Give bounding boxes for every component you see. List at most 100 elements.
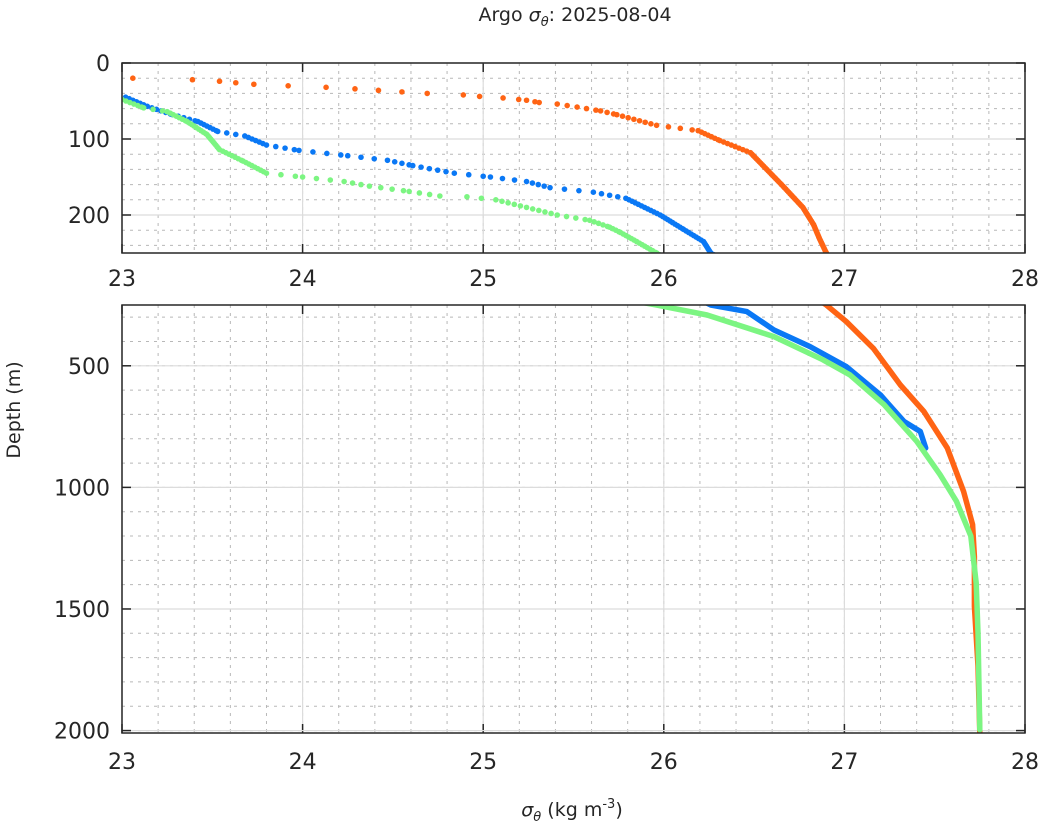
data-point xyxy=(614,193,621,200)
data-point xyxy=(251,81,257,88)
data-point xyxy=(523,178,530,185)
data-point xyxy=(732,264,738,270)
data-point xyxy=(839,291,845,297)
y-tick-label: 500 xyxy=(68,355,110,380)
data-point xyxy=(443,168,449,175)
data-point xyxy=(296,147,302,154)
data-point xyxy=(541,183,547,189)
data-point xyxy=(130,75,136,81)
data-point xyxy=(358,181,364,188)
data-point xyxy=(825,253,831,259)
data-point xyxy=(282,145,288,151)
y-tick-label: 200 xyxy=(68,204,110,229)
data-point xyxy=(689,127,695,133)
x-tick-label: 28 xyxy=(1011,267,1039,292)
data-point xyxy=(232,131,239,138)
data-point xyxy=(476,93,483,100)
data-point xyxy=(189,76,196,83)
data-point xyxy=(384,157,391,164)
data-point xyxy=(437,193,443,199)
data-point xyxy=(310,149,316,155)
data-point xyxy=(341,178,347,185)
data-point xyxy=(424,90,431,97)
data-point xyxy=(536,207,542,214)
data-point xyxy=(653,122,660,129)
data-point xyxy=(464,193,470,200)
data-point xyxy=(349,180,356,186)
data-point xyxy=(586,217,593,224)
data-point xyxy=(619,113,626,119)
y-tick-label: 1000 xyxy=(54,476,110,501)
panel-upper: 23 24 25 26 27 28 0 100 200 xyxy=(68,52,1039,302)
data-point xyxy=(691,273,697,279)
data-point xyxy=(159,108,166,114)
data-point xyxy=(515,96,522,103)
data-point xyxy=(426,191,433,198)
data-point xyxy=(719,256,725,262)
x-tick-label: 23 xyxy=(108,267,136,292)
x-tick-label: 26 xyxy=(650,267,678,292)
chart-title: Argo σθ: 2025-08-04 xyxy=(478,4,671,30)
data-point xyxy=(399,160,405,167)
data-point xyxy=(554,101,561,107)
data-point xyxy=(681,267,687,273)
data-point xyxy=(561,186,568,192)
data-point xyxy=(499,198,505,205)
data-point xyxy=(826,256,832,262)
data-point xyxy=(140,105,147,111)
data-point xyxy=(337,152,344,158)
data-point xyxy=(826,258,832,264)
data-point xyxy=(327,177,334,183)
data-point xyxy=(696,276,702,282)
data-point xyxy=(703,281,709,287)
data-point xyxy=(688,271,694,277)
data-point xyxy=(465,171,472,178)
data-point xyxy=(841,296,847,302)
data-point xyxy=(366,183,373,189)
data-point xyxy=(604,109,610,116)
data-point xyxy=(665,124,672,130)
data-point xyxy=(661,255,667,261)
data-point xyxy=(666,258,672,264)
data-point xyxy=(614,111,620,118)
axes-frame xyxy=(121,62,1026,254)
data-point xyxy=(313,175,320,182)
data-point xyxy=(285,83,291,89)
data-point xyxy=(409,162,416,169)
data-point xyxy=(735,265,741,271)
data-point xyxy=(595,220,602,227)
data-point xyxy=(590,189,597,195)
data-point xyxy=(358,154,364,161)
x-tick-label: 26 xyxy=(650,750,678,775)
data-point xyxy=(698,278,704,284)
data-point xyxy=(460,92,467,98)
data-point xyxy=(825,255,831,261)
data-point xyxy=(583,105,590,112)
data-point xyxy=(523,204,530,211)
data-point xyxy=(564,102,570,109)
data-point xyxy=(740,268,746,274)
x-tick-label: 24 xyxy=(289,750,317,775)
x-tick-label: 27 xyxy=(830,267,858,292)
data-point xyxy=(478,195,485,202)
data-point xyxy=(548,210,554,217)
data-point xyxy=(480,173,487,180)
data-point xyxy=(391,159,398,165)
data-point xyxy=(291,146,298,153)
data-point xyxy=(292,173,299,180)
axes-frame xyxy=(121,304,1026,734)
data-point xyxy=(648,121,654,127)
data-point xyxy=(573,215,579,221)
data-point xyxy=(574,104,580,110)
data-point xyxy=(727,261,733,267)
data-point xyxy=(631,116,637,123)
data-point xyxy=(216,78,223,85)
data-point xyxy=(678,265,684,271)
data-point xyxy=(375,87,382,94)
data-point xyxy=(150,106,156,113)
data-point xyxy=(418,164,424,170)
data-point xyxy=(582,216,588,223)
data-point xyxy=(729,262,735,268)
data-point xyxy=(683,268,689,274)
data-point xyxy=(563,213,570,220)
